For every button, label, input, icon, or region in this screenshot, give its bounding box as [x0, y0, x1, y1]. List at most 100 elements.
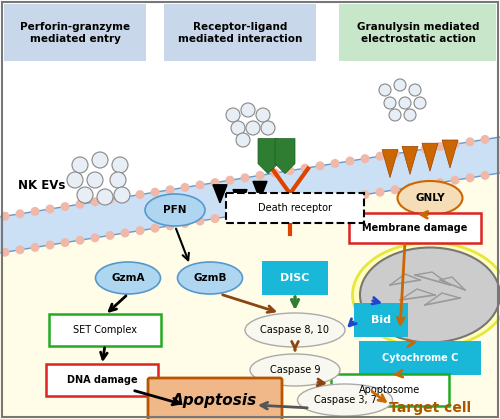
Circle shape: [256, 171, 264, 180]
Text: Caspase 3, 7: Caspase 3, 7: [314, 395, 376, 405]
FancyBboxPatch shape: [4, 4, 146, 61]
Circle shape: [256, 108, 270, 122]
Circle shape: [150, 224, 160, 233]
Circle shape: [406, 183, 414, 192]
Circle shape: [210, 214, 220, 223]
Polygon shape: [233, 190, 247, 207]
FancyBboxPatch shape: [359, 341, 481, 375]
Circle shape: [246, 121, 260, 135]
Ellipse shape: [250, 354, 340, 386]
Text: Receptor-ligand
mediated interaction: Receptor-ligand mediated interaction: [178, 22, 302, 44]
Ellipse shape: [398, 181, 462, 215]
FancyBboxPatch shape: [226, 193, 364, 223]
Circle shape: [466, 173, 474, 182]
Text: Membrane damage: Membrane damage: [362, 223, 468, 233]
Text: Apoptosis: Apoptosis: [172, 393, 258, 408]
Circle shape: [240, 210, 250, 218]
Circle shape: [67, 172, 83, 188]
FancyBboxPatch shape: [331, 374, 449, 406]
Circle shape: [236, 133, 250, 147]
Circle shape: [110, 172, 126, 188]
Text: Perforin-granzyme
mediated entry: Perforin-granzyme mediated entry: [20, 22, 130, 44]
FancyBboxPatch shape: [354, 303, 408, 337]
Circle shape: [60, 202, 70, 211]
Polygon shape: [0, 155, 500, 419]
Circle shape: [210, 178, 220, 187]
Circle shape: [46, 241, 54, 249]
Circle shape: [87, 172, 103, 188]
Circle shape: [346, 192, 354, 202]
Ellipse shape: [298, 384, 392, 416]
Circle shape: [330, 195, 340, 204]
Text: Apoptosome: Apoptosome: [360, 385, 420, 395]
Text: Granulysin mediated
electrostatic action: Granulysin mediated electrostatic action: [357, 22, 479, 44]
Text: Caspase 9: Caspase 9: [270, 365, 320, 375]
Circle shape: [300, 200, 310, 209]
Circle shape: [409, 84, 421, 96]
Circle shape: [150, 188, 160, 197]
Circle shape: [360, 190, 370, 199]
Polygon shape: [275, 139, 295, 173]
Circle shape: [180, 219, 190, 228]
Circle shape: [420, 145, 430, 153]
Text: DNA damage: DNA damage: [66, 375, 138, 385]
Circle shape: [120, 228, 130, 238]
FancyBboxPatch shape: [164, 4, 316, 61]
Circle shape: [196, 181, 204, 189]
Circle shape: [226, 176, 234, 185]
Polygon shape: [213, 185, 227, 203]
Circle shape: [480, 171, 490, 180]
Circle shape: [114, 187, 130, 203]
Polygon shape: [0, 137, 500, 253]
Circle shape: [404, 109, 416, 121]
Circle shape: [106, 195, 114, 204]
FancyBboxPatch shape: [49, 314, 161, 346]
Circle shape: [261, 121, 275, 135]
Text: Cytochrome C: Cytochrome C: [382, 353, 458, 363]
Circle shape: [106, 231, 114, 240]
Circle shape: [112, 157, 128, 173]
Text: GNLY: GNLY: [415, 193, 445, 203]
Circle shape: [316, 197, 324, 206]
Circle shape: [90, 197, 100, 206]
Circle shape: [414, 97, 426, 109]
Circle shape: [316, 161, 324, 170]
Circle shape: [286, 166, 294, 175]
FancyBboxPatch shape: [148, 378, 282, 419]
Circle shape: [346, 157, 354, 166]
Polygon shape: [382, 150, 398, 178]
Text: Death receptor: Death receptor: [258, 203, 332, 213]
Ellipse shape: [96, 262, 160, 294]
Circle shape: [420, 181, 430, 189]
Circle shape: [166, 185, 174, 194]
Text: Bid: Bid: [371, 315, 391, 325]
Circle shape: [384, 97, 396, 109]
Ellipse shape: [245, 313, 345, 347]
Circle shape: [76, 200, 84, 209]
Circle shape: [97, 189, 113, 205]
Circle shape: [360, 154, 370, 163]
Circle shape: [379, 84, 391, 96]
Polygon shape: [402, 146, 418, 174]
Ellipse shape: [352, 243, 500, 347]
Text: SET Complex: SET Complex: [73, 325, 137, 335]
Circle shape: [166, 221, 174, 230]
Circle shape: [16, 245, 24, 254]
Polygon shape: [258, 139, 278, 173]
Polygon shape: [253, 181, 267, 199]
Circle shape: [60, 238, 70, 247]
Circle shape: [30, 243, 40, 252]
Circle shape: [0, 212, 10, 221]
Circle shape: [406, 147, 414, 156]
Circle shape: [226, 212, 234, 221]
Circle shape: [270, 204, 280, 214]
Ellipse shape: [178, 262, 242, 294]
Polygon shape: [422, 143, 438, 171]
Circle shape: [92, 152, 108, 168]
Circle shape: [450, 176, 460, 185]
Circle shape: [240, 173, 250, 182]
Circle shape: [480, 135, 490, 144]
FancyBboxPatch shape: [46, 364, 158, 396]
FancyBboxPatch shape: [262, 261, 328, 295]
Ellipse shape: [145, 194, 205, 226]
